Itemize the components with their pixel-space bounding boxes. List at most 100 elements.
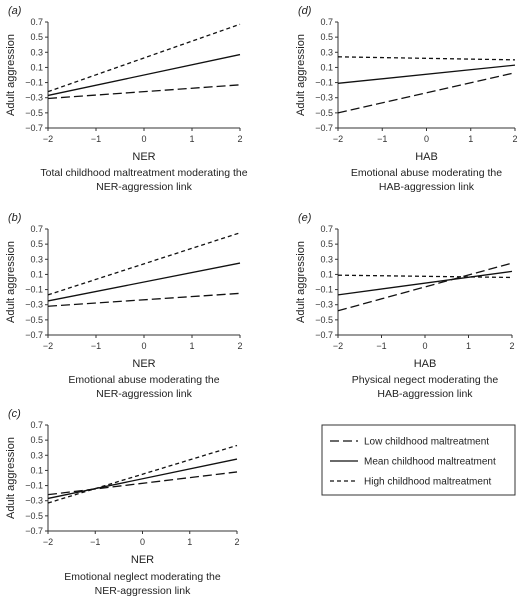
panel-e-y-tick-label: −0.5 (315, 315, 333, 325)
panel-e-x-tick-label: 1 (466, 341, 471, 351)
panel-c-label: (c) (8, 408, 21, 420)
panel-a-x-tick-label: 2 (237, 134, 242, 144)
panel-b-y-tick-label: 0.1 (30, 269, 43, 279)
panel-b-y-tick-label: 0.7 (30, 224, 43, 234)
panel-c-y-tick-label: −0.1 (25, 481, 43, 491)
panel-a-y-tick-label: 0.5 (30, 32, 43, 42)
panel-a-caption-line: Total childhood maltreatment moderating … (40, 167, 247, 179)
panel-e-x-title: HAB (414, 358, 437, 370)
panel-d-label: (d) (298, 5, 312, 17)
panel-e-y-tick-label: −0.3 (315, 300, 333, 310)
panel-d-x-tick-label: −1 (377, 134, 387, 144)
panel-e-y-tick-label: 0.7 (320, 224, 333, 234)
panel-b-x-tick-label: −1 (91, 341, 101, 351)
panel-e-y-tick-label: −0.1 (315, 285, 333, 295)
panel-d-caption-line: Emotional abuse moderating the (351, 167, 502, 179)
panel-e-series-long-dash (337, 262, 513, 312)
panel-b-caption-line: Emotional abuse moderating the (68, 374, 219, 386)
panel-c-y-tick-label: 0.3 (30, 450, 43, 460)
panel-e-y-tick-label: 0.1 (320, 269, 333, 279)
panel-d-x-tick-label: 2 (512, 134, 517, 144)
panel-c-series-long-dash (47, 471, 238, 496)
panel-e-series-solid (337, 270, 513, 296)
panel-d-y-tick-label: 0.1 (320, 62, 333, 72)
panel-a-y-tick-label: −0.1 (25, 78, 43, 88)
panel-c-x-tick-label: −2 (43, 537, 53, 547)
panel-e-y-title: Adult aggression (295, 241, 307, 323)
panel-d-y-tick-label: 0.7 (320, 17, 333, 27)
panel-b-label: (b) (8, 212, 22, 224)
panel-c-series-short-dash (47, 444, 238, 504)
legend-box (321, 424, 516, 496)
panel-e-caption-line: Physical negect moderating the (352, 374, 499, 386)
panel-a-x-tick-label: 1 (189, 134, 194, 144)
panel-d-series-short-dash (337, 56, 516, 61)
panel-c-caption-line: Emotional neglect moderating the (64, 571, 221, 583)
panel-c-series-solid (47, 458, 238, 500)
panel-a-x-tick-label: −1 (91, 134, 101, 144)
panel-a-label: (a) (8, 5, 22, 17)
panel-a-caption-line: NER-aggression link (96, 181, 192, 193)
panel-e-label: (e) (298, 212, 312, 224)
panel-b-y-tick-label: −0.3 (25, 300, 43, 310)
panel-c-y-tick-label: 0.5 (30, 435, 43, 445)
panel-b-x-title: NER (132, 358, 155, 370)
panel-b-y-tick-label: −0.7 (25, 330, 43, 340)
panel-d-x-tick-label: 0 (424, 134, 429, 144)
panel-d-y-tick-label: −0.7 (315, 123, 333, 133)
panel-a-series-long-dash (47, 84, 241, 100)
panel-a-y-tick-label: −0.3 (25, 93, 43, 103)
panel-c-x-title: NER (131, 554, 154, 566)
panel-b-x-tick-label: 0 (141, 341, 146, 351)
panel-c-y-tick-label: −0.7 (25, 526, 43, 536)
panel-a-series-short-dash (47, 23, 241, 93)
panel-d-x-tick-label: 1 (468, 134, 473, 144)
panel-b-y-tick-label: 0.3 (30, 254, 43, 264)
panel-a-series-solid (47, 53, 241, 97)
panel-d-x-title: HAB (415, 151, 438, 163)
panel-d-y-tick-label: 0.3 (320, 47, 333, 57)
panel-d-series-long-dash (337, 72, 516, 114)
panel-a-x-tick-label: 0 (141, 134, 146, 144)
panel-b-y-tick-label: −0.5 (25, 315, 43, 325)
panel-b-y-title: Adult aggression (5, 241, 17, 323)
panel-c-y-tick-label: −0.3 (25, 496, 43, 506)
panel-e-y-tick-label: 0.3 (320, 254, 333, 264)
panel-c-x-tick-label: 0 (140, 537, 145, 547)
panel-a-y-tick-label: 0.7 (30, 17, 43, 27)
panel-c-x-tick-label: 1 (187, 537, 192, 547)
legend-label-long-dash: Low childhood maltreatment (364, 437, 489, 448)
panel-a-y-title: Adult aggression (5, 34, 17, 116)
panel-e-series-short-dash (337, 274, 513, 279)
panel-c-y-tick-label: −0.5 (25, 511, 43, 521)
panel-e-caption-line: HAB-aggression link (377, 388, 473, 400)
panel-b-caption-line: NER-aggression link (96, 388, 192, 400)
panel-d-y-tick-label: −0.5 (315, 108, 333, 118)
panel-d-y-tick-label: −0.1 (315, 78, 333, 88)
panel-b-series-short-dash (47, 232, 241, 296)
panel-b-x-tick-label: 2 (237, 341, 242, 351)
panel-e-x-tick-label: −2 (333, 341, 343, 351)
panel-a-y-tick-label: 0.1 (30, 62, 43, 72)
panel-a-y-tick-label: 0.3 (30, 47, 43, 57)
panel-d-y-tick-label: −0.3 (315, 93, 333, 103)
panel-a-x-tick-label: −2 (43, 134, 53, 144)
panel-c-x-tick-label: 2 (234, 537, 239, 547)
panel-a-y-tick-label: −0.5 (25, 108, 43, 118)
legend-label-short-dash: High childhood maltreatment (364, 477, 492, 488)
panel-c-y-tick-label: 0.7 (30, 420, 43, 430)
panel-c-caption-line: NER-aggression link (95, 585, 191, 597)
panel-b-series-long-dash (47, 292, 241, 307)
panel-b-x-tick-label: −2 (43, 341, 53, 351)
panel-e-y-tick-label: −0.7 (315, 330, 333, 340)
panel-d-x-tick-label: −2 (333, 134, 343, 144)
panel-a-x-title: NER (132, 151, 155, 163)
panel-e-x-tick-label: 2 (509, 341, 514, 351)
panel-e-x-tick-label: 0 (422, 341, 427, 351)
panel-c-y-title: Adult aggression (5, 437, 17, 519)
legend-label-solid: Mean childhood maltreatment (364, 457, 496, 468)
panel-b-y-tick-label: −0.1 (25, 285, 43, 295)
panel-c-x-tick-label: −1 (90, 537, 100, 547)
panel-c-y-tick-label: 0.1 (30, 465, 43, 475)
